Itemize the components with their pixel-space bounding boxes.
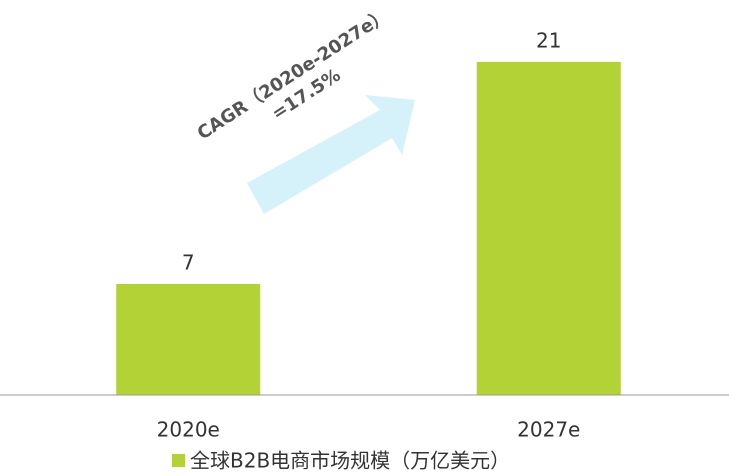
data-label: 21 — [536, 28, 561, 52]
growth-arrow — [247, 95, 415, 214]
data-label: 7 — [182, 250, 195, 274]
bar — [476, 61, 621, 395]
legend-label: 全球B2B电商市场规模（万亿美元） — [190, 449, 510, 473]
legend-swatch — [172, 454, 185, 467]
x-tick-label: 2020e — [157, 418, 220, 442]
bar — [116, 283, 261, 395]
x-tick-label: 2027e — [517, 418, 580, 442]
